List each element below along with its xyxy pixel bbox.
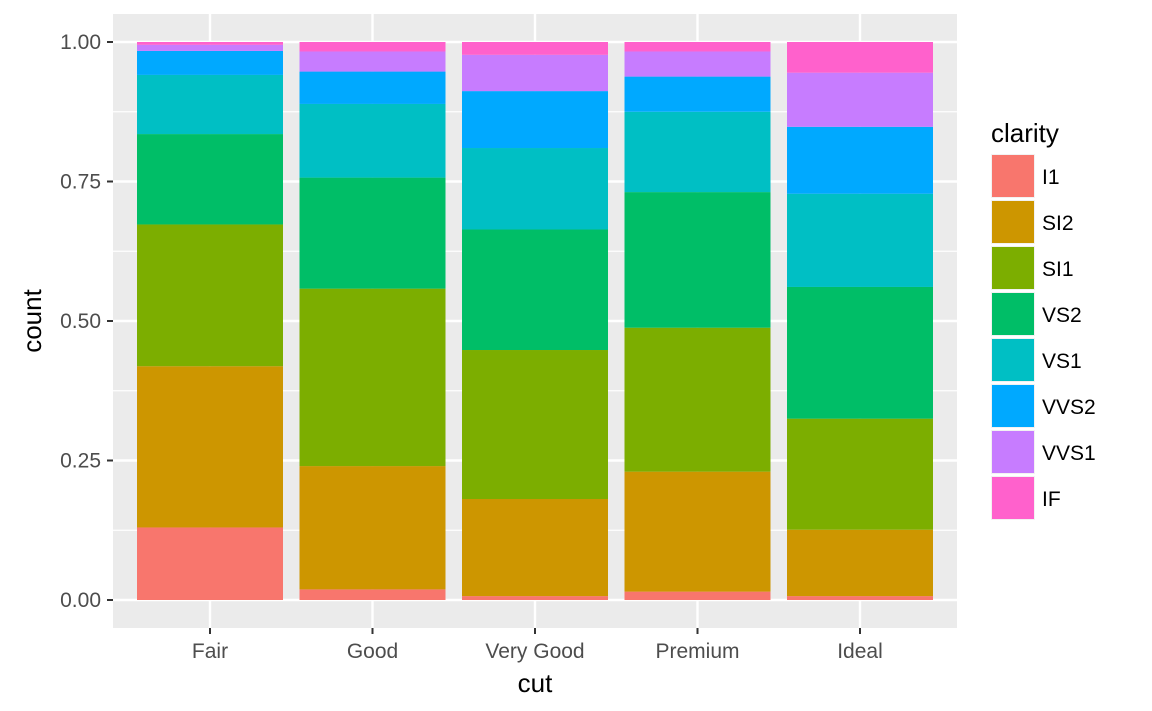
bars — [137, 42, 933, 600]
x-tick-label: Fair — [192, 640, 228, 663]
bar-segment — [137, 366, 283, 528]
y-tick-label: 0.75 — [60, 171, 101, 194]
bar-segment — [462, 229, 608, 351]
bar-segment — [624, 51, 771, 77]
bar-segment — [462, 596, 608, 600]
x-axis-title: cut — [518, 668, 553, 698]
bar-segment — [787, 193, 933, 287]
legend: clarity I1 SI2 SI1 VS2 VS1 VVS2 VVS1 IF — [991, 118, 1096, 520]
legend-label: SI1 — [1042, 258, 1074, 281]
legend-key — [992, 201, 1034, 243]
legend-key — [992, 339, 1034, 381]
bar-segment — [137, 44, 283, 51]
y-tick-label: 0.50 — [60, 310, 101, 333]
x-tick-label: Good — [347, 640, 398, 663]
legend-key — [992, 431, 1034, 473]
bar-segment — [787, 418, 933, 530]
y-tick-label: 1.00 — [60, 31, 101, 54]
bar-segment — [137, 224, 283, 367]
bar-segment — [462, 350, 608, 500]
legend-key — [992, 247, 1034, 289]
bar-segment — [624, 192, 771, 328]
x-tick-label: Premium — [655, 640, 739, 663]
legend-label: SI2 — [1042, 212, 1074, 235]
bar-segment — [299, 42, 446, 52]
legend-key — [992, 477, 1034, 519]
bar-segment — [624, 327, 771, 472]
legend-label: VS2 — [1042, 304, 1082, 327]
legend-label: IF — [1042, 488, 1061, 511]
bar-segment — [787, 72, 933, 127]
x-axis: Fair Good Very Good Premium Ideal — [192, 628, 883, 663]
bar-segment — [462, 42, 608, 55]
bar-segment — [462, 148, 608, 230]
y-axis-title: count — [17, 288, 47, 352]
legend-label: VS1 — [1042, 350, 1082, 373]
bar-segment — [299, 51, 446, 72]
bar-segment — [137, 134, 283, 225]
bar-segment — [299, 71, 446, 104]
bar-segment — [787, 126, 933, 194]
bar-segment — [137, 527, 283, 600]
bar-segment — [787, 286, 933, 419]
legend-label: VVS2 — [1042, 396, 1096, 419]
y-axis: 0.00 0.25 0.50 0.75 1.00 — [60, 31, 113, 612]
bar-segment — [462, 499, 608, 597]
bar-segment — [624, 591, 771, 600]
bar-segment — [462, 54, 608, 92]
bar-segment — [624, 76, 771, 112]
bar-segment — [299, 288, 446, 467]
bar-segment — [137, 42, 283, 45]
bar-segment — [787, 529, 933, 597]
bar-segment — [624, 111, 771, 193]
legend-key — [992, 385, 1034, 427]
bar-segment — [787, 42, 933, 73]
y-tick-label: 0.00 — [60, 589, 101, 612]
bar-segment — [299, 177, 446, 289]
bar-segment — [624, 471, 771, 592]
bar-segment — [462, 91, 608, 149]
bar-segment — [299, 589, 446, 600]
bar-segment — [787, 596, 933, 600]
legend-label: I1 — [1042, 166, 1060, 189]
legend-title: clarity — [991, 118, 1059, 148]
bar-segment — [624, 42, 771, 52]
y-tick-label: 0.25 — [60, 450, 101, 473]
legend-key — [992, 293, 1034, 335]
x-tick-label: Ideal — [837, 640, 883, 663]
bar-segment — [299, 103, 446, 178]
x-tick-label: Very Good — [485, 640, 584, 663]
legend-key — [992, 155, 1034, 197]
bar-segment — [137, 50, 283, 75]
bar-segment — [299, 466, 446, 590]
legend-label: VVS1 — [1042, 442, 1096, 465]
bar-segment — [137, 74, 283, 135]
